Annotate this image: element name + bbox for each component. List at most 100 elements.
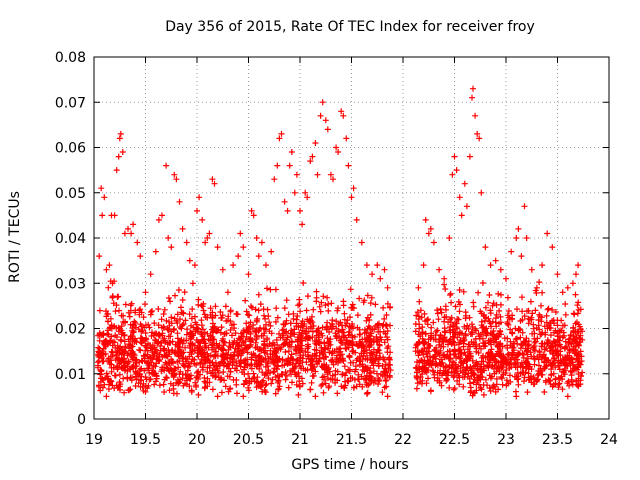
- data-point: [369, 271, 376, 278]
- data-point: [341, 363, 348, 370]
- data-point: [455, 363, 462, 370]
- data-point: [313, 288, 320, 295]
- data-point: [421, 357, 428, 364]
- data-point: [156, 331, 163, 338]
- data-point: [482, 304, 489, 311]
- data-point: [337, 352, 344, 359]
- data-point: [102, 351, 109, 357]
- data-point: [115, 153, 122, 160]
- data-point: [126, 387, 133, 394]
- data-point: [441, 281, 448, 288]
- data-point: [241, 364, 248, 371]
- data-point: [551, 355, 558, 361]
- data-point: [441, 328, 448, 335]
- data-point: [451, 342, 458, 349]
- data-point: [372, 301, 379, 308]
- data-point: [498, 291, 504, 298]
- data-point: [498, 331, 504, 338]
- data-point: [384, 393, 391, 400]
- data-point: [282, 369, 289, 376]
- data-point: [205, 344, 212, 351]
- data-point: [287, 367, 293, 374]
- data-point: [229, 341, 236, 348]
- data-point: [263, 262, 269, 269]
- data-point: [109, 293, 116, 300]
- data-point: [315, 329, 322, 335]
- y-axis-label: ROTI / TECUs: [7, 191, 23, 283]
- data-point: [419, 329, 426, 336]
- data-point: [286, 162, 293, 169]
- data-point: [419, 347, 426, 354]
- data-point: [333, 325, 340, 332]
- data-point: [382, 361, 389, 368]
- data-point: [459, 374, 466, 381]
- data-point: [518, 342, 525, 348]
- data-point: [354, 312, 361, 319]
- data-point: [456, 287, 463, 293]
- data-point: [434, 307, 441, 314]
- data-point: [257, 301, 264, 308]
- data-point: [196, 340, 203, 346]
- data-point: [556, 362, 563, 369]
- data-point: [288, 343, 294, 350]
- data-point: [509, 351, 516, 358]
- data-point: [387, 304, 394, 310]
- data-point: [413, 312, 420, 319]
- data-point: [278, 371, 285, 378]
- data-point: [137, 383, 144, 390]
- data-point: [448, 364, 455, 370]
- data-point: [481, 317, 488, 324]
- data-point: [273, 350, 280, 356]
- data-point: [274, 342, 281, 348]
- data-point: [267, 286, 274, 293]
- data-point: [202, 239, 209, 246]
- data-point: [325, 301, 332, 307]
- data-point: [150, 332, 157, 339]
- data-point: [538, 343, 545, 350]
- data-point: [183, 331, 190, 338]
- data-point: [351, 368, 358, 375]
- data-point: [240, 381, 247, 388]
- data-point: [486, 372, 493, 379]
- data-point: [575, 321, 582, 328]
- data-point: [343, 135, 350, 142]
- data-point: [466, 375, 473, 382]
- data-point: [105, 331, 112, 338]
- data-point: [374, 262, 381, 269]
- data-point: [226, 343, 233, 350]
- data-point: [364, 364, 371, 371]
- data-point: [523, 365, 530, 372]
- data-point: [202, 314, 209, 321]
- data-point: [350, 185, 357, 192]
- data-point: [146, 324, 153, 331]
- data-point: [483, 332, 490, 339]
- data-point: [283, 358, 290, 365]
- data-point: [209, 323, 216, 330]
- data-point: [457, 301, 463, 308]
- data-point: [124, 360, 131, 367]
- data-point: [460, 288, 467, 295]
- data-point: [469, 392, 476, 399]
- data-point: [250, 212, 257, 219]
- data-point: [174, 330, 181, 337]
- data-point: [351, 384, 357, 391]
- data-point: [341, 310, 348, 317]
- data-point: [219, 314, 225, 321]
- data-point: [193, 337, 200, 343]
- data-point: [108, 348, 115, 355]
- data-point: [126, 365, 133, 372]
- data-point: [161, 364, 168, 371]
- data-point: [470, 370, 477, 376]
- data-point: [261, 342, 268, 349]
- data-point: [114, 366, 121, 373]
- data-point: [453, 320, 460, 327]
- data-point: [267, 347, 274, 354]
- data-point: [191, 262, 198, 269]
- data-point: [549, 244, 556, 251]
- data-point: [186, 383, 193, 390]
- data-point: [297, 308, 304, 315]
- data-point: [172, 365, 179, 372]
- data-point: [182, 344, 189, 351]
- data-point: [213, 363, 220, 370]
- data-point: [99, 358, 106, 365]
